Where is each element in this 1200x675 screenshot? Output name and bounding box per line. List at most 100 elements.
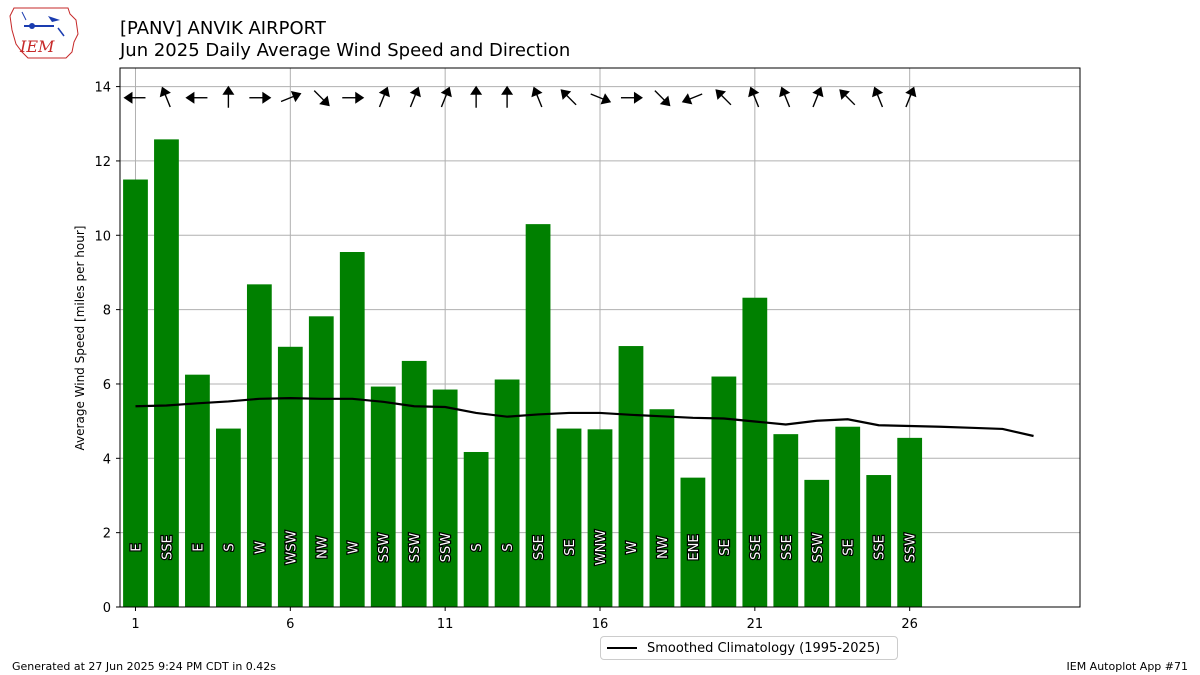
direction-arrow [531,86,543,108]
arrow-shaft [752,93,760,108]
direction-arrow [470,85,483,108]
speed-bar [370,386,396,607]
arrow-head [378,86,390,98]
direction-arrow [501,85,514,108]
direction-arrow [159,86,171,108]
speed-bar [804,479,830,607]
arrow-head [600,93,612,105]
arrow-shaft [164,93,171,108]
arrow-shaft [590,93,604,100]
y-tick-label: 2 [103,527,111,542]
chart-legend: Smoothed Climatology (1995-2025) [600,636,898,660]
direction-arrow [681,93,703,105]
arrow-head [440,86,452,98]
direction-label: SSE [873,535,888,560]
speed-bar [742,297,768,607]
climatology-line [135,396,1034,438]
x-tick-label: 6 [286,617,294,632]
direction-arrow [779,86,791,108]
direction-arrow [185,91,208,104]
direction-label: S [470,543,485,551]
arrow-head [501,85,514,95]
arrow-head [681,93,693,105]
direction-arrow [280,91,302,103]
direction-label: SE [842,539,857,555]
direction-label: SE [718,539,733,555]
chart-title-line2: Jun 2025 Daily Average Wind Speed and Di… [120,40,571,61]
legend-label: Smoothed Climatology (1995-2025) [647,640,881,656]
direction-label: SSW [408,533,423,563]
arrow-shaft [378,93,386,108]
direction-arrow [560,89,577,106]
x-tick-label: 1 [131,617,139,632]
arrow-head [659,95,671,107]
arrow-shaft [720,94,732,106]
arrow-head [872,86,884,98]
arrow-shaft [783,93,791,108]
arrow-head [905,86,917,98]
direction-label: S [501,543,516,551]
direction-label: NW [315,536,330,559]
speed-bar [680,477,706,607]
speed-bar [246,284,272,607]
direction-label: SSE [532,535,547,560]
direction-arrow [378,86,390,108]
arrow-head [779,86,791,98]
climatology-series [135,396,1034,438]
speed-bar [339,252,365,607]
arrow-shaft [812,93,819,108]
arrow-shaft [313,90,325,102]
x-tick-label: 26 [901,617,918,632]
y-tick-label: 6 [103,378,111,393]
arrow-head [531,86,543,98]
speed-bar [154,139,179,607]
arrow-head [185,91,195,104]
legend-line-swatch [607,647,637,649]
arrow-head [319,95,330,107]
footer-generated: Generated at 27 Jun 2025 9:24 PM CDT in … [12,660,277,673]
speed-bar [587,429,613,607]
speed-bar [185,374,210,607]
arrow-shaft [440,93,448,108]
direction-arrow [590,93,612,105]
direction-label: WSW [284,530,299,564]
arrow-head [262,91,272,104]
direction-arrow [748,86,760,108]
direction-arrow [123,91,146,104]
direction-arrow [620,91,643,104]
direction-label: NW [656,536,671,559]
y-tick-label: 12 [94,155,111,170]
y-tick-label: 0 [103,601,111,616]
direction-arrows [123,85,917,108]
direction-arrow [872,86,884,108]
direction-label: SE [563,539,578,555]
direction-label: SSE [749,535,764,560]
arrow-shaft [535,93,543,108]
direction-label: W [253,541,268,554]
arrow-head [222,85,235,95]
arrow-head [748,86,760,98]
direction-label: SSE [780,535,795,560]
direction-arrow [654,90,671,107]
direction-label: SSE [160,535,175,560]
iem-logo-icon: IEM [9,7,79,59]
direction-labels: E SSE E S W WSW NW W SSW SSW SSW S S SSE SE WNW W NW ENE SE… [128,528,920,566]
speed-bar [556,428,582,607]
direction-label: W [625,541,640,554]
arrow-head [715,89,726,100]
arrow-shaft [654,90,666,102]
arrow-head [123,91,133,104]
direction-arrow [839,89,856,106]
direction-label: E [129,543,144,551]
speed-bar [277,346,303,607]
arrow-head [812,86,824,98]
direction-arrow [440,86,452,108]
direction-label: SSW [811,533,826,563]
direction-arrow [313,90,330,107]
arrow-shaft [876,93,884,108]
direction-arrow [812,86,824,108]
speed-bar [773,434,799,607]
speed-bars [123,139,923,607]
footer-app-id: IEM Autoplot App #71 [1066,660,1189,673]
